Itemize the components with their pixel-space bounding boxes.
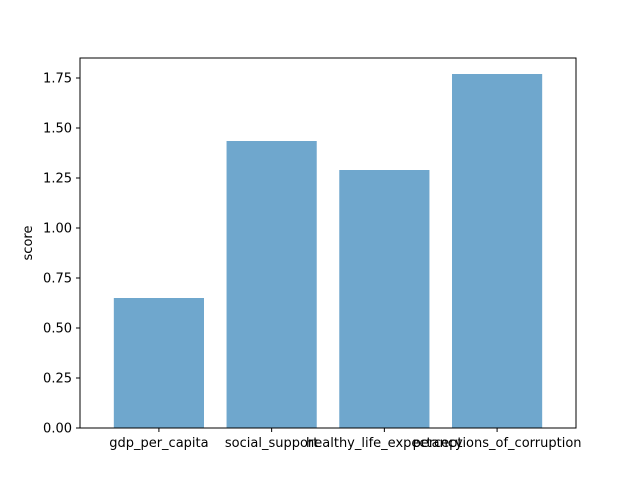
bar-social-support — [226, 141, 317, 428]
y-tick-label: 1.50 — [43, 122, 72, 137]
y-tick-label: 0.25 — [43, 372, 72, 387]
bars-layer — [113, 74, 543, 428]
y-axis: 0.00 0.25 0.50 0.75 1.00 1.25 1.50 1.75 — [43, 72, 80, 437]
y-tick-label: 0.00 — [43, 422, 72, 437]
y-tick-label: 1.00 — [43, 222, 72, 237]
x-tick-label: perceptions_of_corruption — [413, 436, 582, 451]
y-tick-label: 0.75 — [43, 272, 72, 287]
x-axis: gdp_per_capita social_supporthealthy_life… — [109, 428, 582, 451]
x-tick-label: gdp_per_capita — [109, 436, 208, 451]
bar-healthy-life-expectancy — [339, 170, 430, 428]
y-tick-label: 1.75 — [43, 72, 72, 87]
x-tick-label: healthy_life_expectancy — [306, 436, 463, 451]
y-tick-label: 1.25 — [43, 172, 72, 187]
x-tick-label: social_support — [225, 436, 318, 451]
plot-frame — [79, 57, 577, 429]
bar-perceptions-of-corruption — [452, 74, 543, 428]
bar-gdp-per-capita — [113, 298, 204, 428]
y-tick-label: 0.50 — [43, 322, 72, 337]
y-axis-label: score — [21, 226, 36, 261]
